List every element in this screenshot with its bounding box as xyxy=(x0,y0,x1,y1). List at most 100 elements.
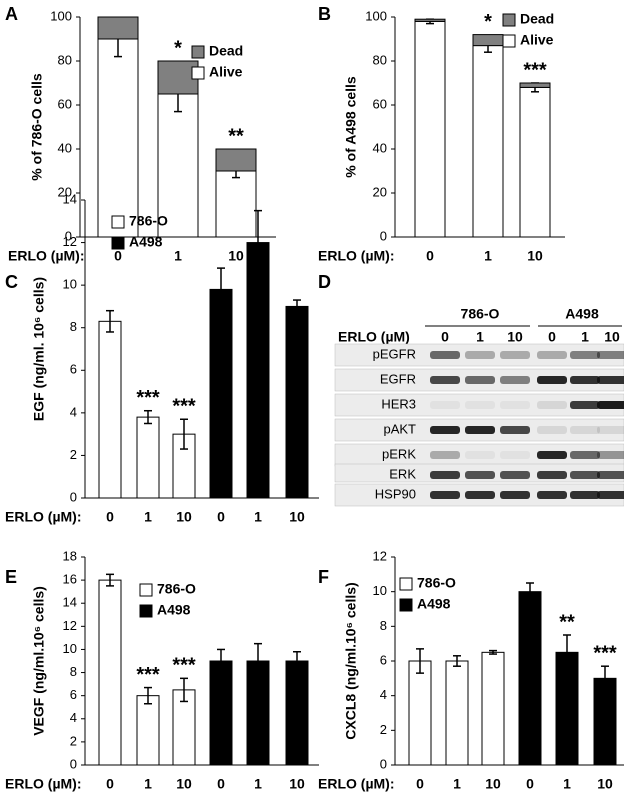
bar xyxy=(481,651,505,766)
y-tick-label: 0 xyxy=(380,756,387,771)
x-tick-label: 0 xyxy=(114,248,122,264)
bar xyxy=(136,416,160,499)
blot-band xyxy=(537,351,567,359)
legend-swatch xyxy=(139,583,153,597)
blot-strip xyxy=(334,343,624,367)
x-tick-label: 10 xyxy=(597,776,613,792)
y-tick-label: 12 xyxy=(63,618,77,633)
x-tick-label: 1 xyxy=(144,776,152,792)
x-tick-label: 0 xyxy=(106,776,114,792)
y-tick-label: 100 xyxy=(50,8,72,23)
x-tick-label: 10 xyxy=(289,509,305,525)
x-tick-label: 0 xyxy=(217,509,225,525)
y-tick-label: 80 xyxy=(373,52,387,67)
y-tick-label: 8 xyxy=(380,618,387,633)
error-bar xyxy=(217,267,225,312)
legend-swatch xyxy=(111,215,125,229)
blot-band xyxy=(465,376,495,384)
bar xyxy=(98,320,122,499)
blot-band xyxy=(537,451,567,459)
x-axis-label: ERLO (µM): xyxy=(318,776,395,792)
legend-label: Dead xyxy=(209,43,243,59)
y-tick-label: 12 xyxy=(373,548,387,563)
protein-label: EGFR xyxy=(380,371,416,386)
bar xyxy=(285,305,309,499)
blot-band xyxy=(597,451,624,459)
significance: * xyxy=(174,37,182,59)
blot-band xyxy=(500,426,530,434)
blot-strip xyxy=(334,393,624,417)
blot-band xyxy=(570,376,600,384)
y-axis-label: % of 786-O cells xyxy=(29,73,45,181)
y-tick-label: 4 xyxy=(380,687,387,702)
legend-label: A498 xyxy=(157,602,191,618)
bar xyxy=(97,16,139,40)
blot-band xyxy=(500,491,530,499)
blot-band xyxy=(537,426,567,434)
blot-band xyxy=(500,471,530,479)
bar xyxy=(215,148,257,172)
significance: *** xyxy=(136,387,160,409)
x-tick-label: 0 xyxy=(526,776,534,792)
y-tick-label: 20 xyxy=(373,184,387,199)
x-tick-label: 1 xyxy=(174,248,182,264)
error-bar xyxy=(293,299,301,314)
y-tick-label: 14 xyxy=(63,595,77,610)
panel-letter: F xyxy=(318,567,329,587)
significance: *** xyxy=(136,664,160,686)
legend-label: 786-O xyxy=(417,575,456,591)
bar xyxy=(215,170,257,238)
legend-label: Dead xyxy=(520,11,554,27)
blot-band xyxy=(570,351,600,359)
blot-band xyxy=(537,471,567,479)
y-tick-label: 2 xyxy=(70,447,77,462)
y-tick-label: 100 xyxy=(365,8,387,23)
x-tick-label: 10 xyxy=(228,248,244,264)
legend-label: Alive xyxy=(209,64,243,80)
x-axis-label: ERLO (µM): xyxy=(318,248,395,264)
lane-label: 1 xyxy=(476,329,484,345)
bar xyxy=(97,38,139,238)
y-tick-label: 20 xyxy=(58,184,72,199)
y-tick-label: 10 xyxy=(63,641,77,656)
blot-band xyxy=(430,471,460,479)
blot-band xyxy=(570,471,600,479)
error-bar xyxy=(489,649,497,655)
blot-band xyxy=(597,426,624,434)
protein-label: pERK xyxy=(382,446,416,461)
x-axis-label: ERLO (µM): xyxy=(8,248,85,264)
blot-band xyxy=(430,451,460,459)
x-axis-label: ERLO (µM): xyxy=(5,776,82,792)
blot-band xyxy=(597,376,624,384)
protein-label: HER3 xyxy=(381,396,416,411)
blot-band xyxy=(597,471,624,479)
blot-band xyxy=(500,401,530,409)
x-axis-label: ERLO (µM): xyxy=(5,509,82,525)
bar xyxy=(518,591,542,766)
lane-header: ERLO (µM) xyxy=(338,329,410,345)
blot-band xyxy=(597,401,624,409)
protein-label: ERK xyxy=(389,466,416,481)
blot-band xyxy=(430,426,460,434)
legend-swatch xyxy=(139,604,153,618)
legend-swatch xyxy=(191,45,205,59)
y-tick-label: 6 xyxy=(70,362,77,377)
y-tick-label: 40 xyxy=(58,140,72,155)
blot-band xyxy=(465,451,495,459)
blot-band xyxy=(570,451,600,459)
legend-label: 786-O xyxy=(129,213,168,229)
error-bar xyxy=(293,651,301,671)
blot-band xyxy=(430,491,460,499)
error-bar xyxy=(106,309,114,333)
error-bar xyxy=(601,665,609,692)
blot-band xyxy=(537,491,567,499)
y-tick-label: 40 xyxy=(373,140,387,155)
significance: ** xyxy=(228,125,244,147)
error-bar xyxy=(526,582,534,602)
blot-band xyxy=(465,401,495,409)
bar xyxy=(519,82,551,88)
y-axis-label: % of A498 cells xyxy=(343,76,359,178)
blot-band xyxy=(500,376,530,384)
